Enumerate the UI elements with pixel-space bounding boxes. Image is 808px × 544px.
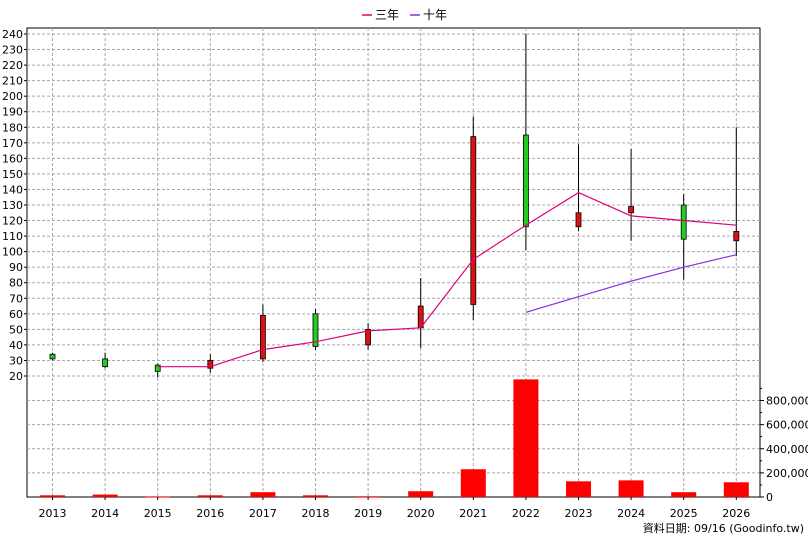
volume-tick-label: 800,000 bbox=[766, 395, 808, 408]
price-tick-label: 60 bbox=[9, 308, 23, 321]
volume-bar bbox=[671, 492, 697, 497]
candle bbox=[575, 144, 582, 232]
candle-body bbox=[628, 206, 634, 214]
price-tick-label: 200 bbox=[2, 90, 23, 103]
price-tick-label: 70 bbox=[9, 292, 23, 305]
grid bbox=[26, 27, 761, 498]
price-tick-label: 50 bbox=[9, 323, 23, 336]
price-tick-label: 20 bbox=[9, 370, 23, 383]
price-tick-label: 150 bbox=[2, 168, 23, 181]
candle bbox=[102, 352, 108, 369]
year-tick-label: 2023 bbox=[565, 507, 593, 520]
volume-bar bbox=[566, 481, 591, 497]
candle bbox=[365, 323, 372, 350]
candle-body bbox=[523, 134, 529, 228]
volume-tick-label: 0 bbox=[766, 491, 773, 504]
candle bbox=[470, 116, 477, 321]
candle-body bbox=[102, 358, 108, 368]
candle-body bbox=[207, 360, 214, 369]
legend-label-three-year: 三年 bbox=[375, 8, 399, 22]
volume-bar bbox=[513, 379, 539, 497]
candle-body bbox=[365, 328, 372, 346]
volume-bar bbox=[408, 491, 434, 497]
volume-tick-label: 600,000 bbox=[766, 419, 808, 432]
volume-bars bbox=[40, 379, 749, 498]
candle bbox=[207, 354, 214, 373]
legend: 三年 十年 bbox=[362, 8, 447, 22]
candle bbox=[312, 309, 319, 350]
year-tick-label: 2015 bbox=[144, 507, 172, 520]
legend-label-ten-year: 十年 bbox=[423, 8, 447, 22]
candle-body bbox=[680, 204, 687, 240]
price-tick-label: 90 bbox=[9, 261, 23, 274]
volume-bar bbox=[145, 496, 171, 498]
price-tick-label: 220 bbox=[2, 59, 23, 72]
year-tick-label: 2020 bbox=[407, 507, 435, 520]
year-tick-label: 2021 bbox=[459, 507, 487, 520]
year-tick-label: 2017 bbox=[249, 507, 277, 520]
candle bbox=[680, 194, 687, 280]
candle-body bbox=[575, 212, 582, 228]
year-tick-label: 2016 bbox=[196, 507, 224, 520]
year-tick-label: 2014 bbox=[91, 507, 119, 520]
candle-body bbox=[259, 314, 266, 360]
plot-frame bbox=[26, 27, 761, 498]
year-tick-label: 2013 bbox=[39, 507, 67, 520]
year-tick-label: 2018 bbox=[302, 507, 330, 520]
volume-bar bbox=[92, 494, 118, 497]
volume-bar bbox=[40, 495, 65, 497]
volume-bar bbox=[303, 495, 328, 497]
candlesticks bbox=[49, 34, 740, 378]
candle-body bbox=[733, 231, 740, 242]
year-tick-label: 2019 bbox=[354, 507, 382, 520]
ten-year-average-line bbox=[525, 254, 737, 313]
volume-tick-label: 200,000 bbox=[766, 467, 808, 480]
volume-bar bbox=[250, 492, 276, 497]
price-tick-label: 30 bbox=[9, 354, 23, 367]
price-tick-label: 190 bbox=[2, 106, 23, 119]
candle-body bbox=[49, 353, 56, 360]
volume-bar bbox=[197, 495, 223, 497]
price-tick-label: 100 bbox=[2, 246, 23, 259]
volume-bar bbox=[355, 496, 381, 498]
price-tick-label: 80 bbox=[9, 277, 23, 290]
volume-bar bbox=[723, 482, 749, 497]
price-tick-label: 230 bbox=[2, 44, 23, 57]
three-year-average-line bbox=[157, 191, 737, 368]
volume-tick-label: 400,000 bbox=[766, 443, 808, 456]
price-tick-label: 110 bbox=[2, 230, 23, 243]
candle bbox=[49, 352, 56, 361]
price-tick-label: 40 bbox=[9, 339, 23, 352]
candle bbox=[628, 149, 634, 241]
year-tick-label: 2024 bbox=[617, 507, 645, 520]
candle-body bbox=[312, 313, 319, 347]
axes: 20 30 40 50 60 70 80 90 100 110 120 130 140 150 160 170… bbox=[2, 28, 808, 520]
candle-body bbox=[470, 136, 477, 305]
price-tick-label: 170 bbox=[2, 137, 23, 150]
year-tick-label: 2025 bbox=[670, 507, 698, 520]
price-tick-label: 160 bbox=[2, 152, 23, 165]
price-tick-label: 120 bbox=[2, 215, 23, 228]
footer-source: 資料日期: 09/16 (Goodinfo.tw) bbox=[643, 521, 804, 535]
candle bbox=[154, 363, 161, 378]
candle bbox=[259, 304, 266, 363]
price-tick-label: 240 bbox=[2, 28, 23, 41]
year-tick-label: 2022 bbox=[512, 507, 540, 520]
candle-body bbox=[154, 364, 161, 372]
price-tick-label: 140 bbox=[2, 183, 23, 196]
year-tick-label: 2026 bbox=[722, 507, 750, 520]
price-tick-label: 180 bbox=[2, 121, 23, 134]
volume-bar bbox=[460, 469, 486, 497]
volume-bar bbox=[618, 480, 644, 497]
price-tick-label: 130 bbox=[2, 199, 23, 212]
candle bbox=[733, 127, 740, 257]
average-lines bbox=[157, 191, 737, 368]
candle bbox=[523, 34, 529, 251]
price-tick-label: 210 bbox=[2, 75, 23, 88]
